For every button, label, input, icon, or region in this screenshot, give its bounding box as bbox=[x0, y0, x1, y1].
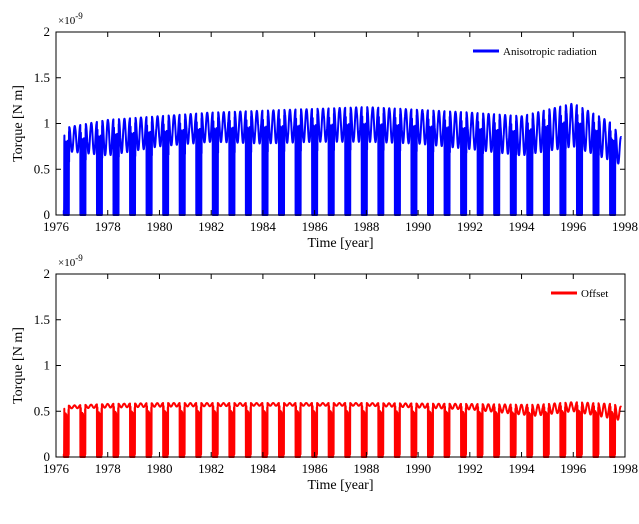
x-tick-label: 1992 bbox=[457, 219, 483, 234]
legend-box bbox=[547, 284, 619, 302]
y-tick-label: 1 bbox=[44, 358, 51, 373]
x-tick-label: 1988 bbox=[353, 461, 379, 476]
series-line bbox=[62, 401, 622, 458]
legend-entry-offset: Offset bbox=[581, 288, 608, 300]
x-tick-label: 1978 bbox=[95, 219, 121, 234]
x-tick-label: 1984 bbox=[250, 219, 277, 234]
y-tick-label: 0 bbox=[44, 207, 51, 222]
chart-offset: 1976 1978 1980 1982 1984 1986 1988 1990 1992 1994… bbox=[11, 253, 638, 493]
x-tick-label: 1982 bbox=[198, 461, 224, 476]
y-axis-label: Torque [N m] bbox=[11, 85, 26, 162]
x-tick-label: 1980 bbox=[146, 461, 172, 476]
x-tick-label: 1984 bbox=[250, 461, 277, 476]
x-tick-label: 1988 bbox=[353, 219, 379, 234]
x-tick-label: 1998 bbox=[612, 461, 638, 476]
y-exponent-label: ×10-9 bbox=[58, 253, 83, 269]
legend: Offset bbox=[547, 284, 619, 302]
x-tick-label: 1976 bbox=[43, 461, 70, 476]
series-line bbox=[62, 102, 622, 216]
y-tick-label: 0.5 bbox=[34, 403, 50, 418]
x-tick-label: 1998 bbox=[612, 219, 638, 234]
x-tick-label: 1990 bbox=[405, 461, 431, 476]
x-tick-label: 1992 bbox=[457, 461, 483, 476]
y-tick-label: 1 bbox=[44, 116, 51, 131]
x-tick-label: 1978 bbox=[95, 461, 121, 476]
plot-lines bbox=[62, 401, 622, 458]
x-tick-label: 1994 bbox=[509, 461, 536, 476]
x-axis-label: Time [year] bbox=[308, 478, 374, 493]
y-tick-label: 0.5 bbox=[34, 161, 50, 176]
x-axis-label: Time [year] bbox=[308, 236, 374, 251]
plot-lines bbox=[62, 102, 622, 216]
y-exponent-label: ×10-9 bbox=[58, 11, 83, 27]
x-tick-label: 1990 bbox=[405, 219, 431, 234]
x-tick-label: 1980 bbox=[146, 219, 172, 234]
y-axis-label: Torque [N m] bbox=[11, 327, 26, 404]
x-tick-label: 1986 bbox=[302, 461, 329, 476]
legend: Anisotropic radiation bbox=[469, 42, 619, 60]
legend-box bbox=[469, 42, 619, 60]
ticks: 1976 1978 1980 1982 1984 1986 1988 1990 1992 1994… bbox=[34, 24, 638, 234]
x-tick-label: 1976 bbox=[43, 219, 70, 234]
x-tick-label: 1986 bbox=[302, 219, 329, 234]
y-tick-label: 1.5 bbox=[34, 312, 50, 327]
y-tick-label: 2 bbox=[44, 266, 51, 281]
x-tick-label: 1994 bbox=[509, 219, 536, 234]
x-tick-label: 1996 bbox=[560, 461, 587, 476]
axes-frame bbox=[55, 273, 626, 458]
chart-anisotropic-radiation: 1976 1978 1980 1982 1984 1986 1988 1990 1992 1994… bbox=[11, 11, 638, 251]
ticks: 1976 1978 1980 1982 1984 1986 1988 1990 1992 1994… bbox=[34, 266, 638, 476]
y-tick-label: 0 bbox=[44, 449, 51, 464]
legend-entry-anisotropic-radiation: Anisotropic radiation bbox=[503, 46, 597, 58]
x-tick-label: 1982 bbox=[198, 219, 224, 234]
y-tick-label: 2 bbox=[44, 24, 51, 39]
y-tick-label: 1.5 bbox=[34, 70, 50, 85]
x-tick-label: 1996 bbox=[560, 219, 587, 234]
